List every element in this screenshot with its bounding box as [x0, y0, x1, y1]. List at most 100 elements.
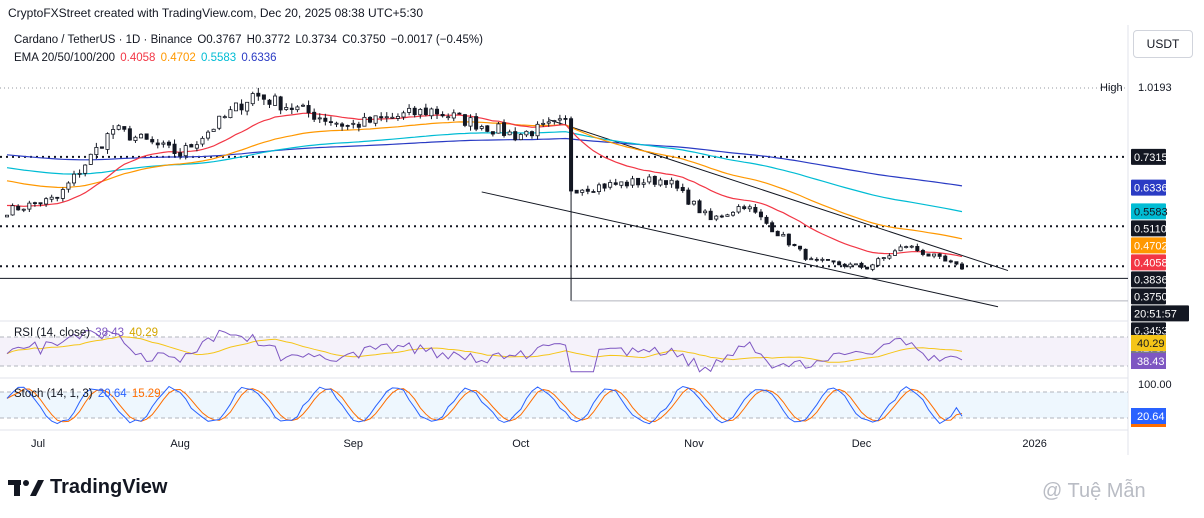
price-tag-box	[1131, 254, 1166, 271]
candle	[557, 118, 562, 121]
candle	[926, 253, 931, 257]
candle	[502, 122, 507, 136]
candle	[529, 131, 534, 137]
price-tag-box	[1131, 271, 1166, 288]
candle	[133, 136, 138, 141]
candle	[563, 118, 568, 120]
high-label: High	[1100, 82, 1123, 94]
price-tag: 20:51:57	[1131, 305, 1189, 322]
ema200-value: 0.6336	[241, 52, 277, 64]
candle	[55, 196, 60, 199]
candle	[418, 108, 423, 116]
candle	[345, 125, 350, 127]
price-tag: 0.3750	[1131, 288, 1168, 305]
candle	[865, 266, 870, 270]
candle	[786, 233, 791, 246]
candle	[943, 255, 948, 262]
candle	[72, 173, 77, 184]
candle	[602, 183, 607, 189]
candle	[83, 164, 88, 174]
candle	[340, 123, 345, 127]
candle	[948, 260, 953, 263]
candle	[457, 112, 462, 115]
candle	[541, 122, 546, 125]
candle	[306, 105, 311, 114]
candle	[664, 180, 669, 185]
candle	[652, 175, 657, 185]
candle	[613, 182, 618, 185]
candle	[233, 102, 238, 112]
candle	[38, 202, 43, 205]
candle	[753, 206, 758, 213]
rsi-line	[6, 329, 963, 373]
candle	[116, 125, 121, 130]
x-axis-tick-label: Nov	[684, 438, 704, 450]
candle	[44, 198, 49, 205]
candle	[960, 263, 965, 270]
candle	[412, 107, 417, 116]
candle	[390, 116, 395, 119]
price-tag: 0.5110	[1131, 220, 1167, 237]
candle	[848, 263, 853, 268]
candle	[680, 186, 685, 192]
candle	[200, 137, 205, 145]
candle	[820, 258, 825, 261]
rsi-value: 38.43	[95, 327, 125, 339]
price-tag-label: 0.5110	[1134, 223, 1167, 235]
candle	[954, 261, 959, 265]
x-axis-tick-label: Oct	[512, 438, 529, 450]
price-tag-label: 0.3453	[1134, 325, 1168, 337]
candle	[278, 96, 283, 111]
price-tag-label: 0.3750	[1134, 291, 1168, 303]
ema-title: EMA 20/50/100/200	[14, 52, 116, 64]
rsi-tag-box	[1131, 353, 1166, 369]
candle	[474, 116, 479, 130]
watermark: @ Tuệ Mẫn	[1042, 480, 1146, 502]
candle	[373, 115, 378, 124]
price-tag-box	[1131, 237, 1166, 254]
candles	[5, 87, 965, 272]
candle	[585, 188, 590, 192]
stoch-k-tag-box	[1131, 408, 1166, 424]
candle	[725, 214, 730, 217]
candle	[658, 179, 663, 186]
candle	[328, 121, 333, 124]
candle	[770, 222, 775, 233]
candle	[853, 263, 858, 266]
candle	[630, 178, 635, 186]
ema20-value: 0.4058	[120, 52, 156, 64]
candle	[920, 249, 925, 255]
candle	[892, 250, 897, 256]
candle	[619, 181, 624, 186]
candle	[904, 246, 909, 248]
candle	[88, 153, 93, 165]
price-tag-label: 0.6336	[1134, 183, 1168, 195]
candle	[915, 246, 920, 252]
tradingview-logo[interactable]: TradingView	[8, 476, 167, 499]
candle	[99, 146, 104, 149]
open-value: O0.3767	[197, 34, 242, 46]
candle	[937, 253, 942, 257]
candle	[798, 245, 803, 250]
candle	[535, 123, 540, 137]
price-tag-box	[1131, 305, 1189, 322]
candle	[636, 177, 641, 186]
brand-name: TradingView	[50, 476, 168, 498]
candle	[624, 181, 629, 187]
candle	[21, 208, 26, 211]
candle	[60, 189, 65, 199]
price-tag-label: 0.3836	[1134, 274, 1168, 286]
price-tag-label: 0.4702	[1134, 240, 1168, 252]
candle	[150, 139, 155, 143]
price-tag-label: 0.5583	[1134, 206, 1168, 218]
stoch-d-value: 15.29	[131, 388, 161, 400]
candle	[546, 121, 551, 124]
stoch-k-line	[6, 385, 963, 425]
stoch-title: Stoch (14, 1, 3)	[14, 388, 93, 400]
candle	[837, 261, 842, 266]
rsi-title: RSI (14, close)	[14, 327, 91, 339]
stoch-k-value: 20.64	[97, 388, 127, 400]
tradingview-icon	[8, 479, 44, 496]
candle	[703, 210, 708, 214]
currency-button[interactable]: USDT	[1133, 30, 1193, 58]
